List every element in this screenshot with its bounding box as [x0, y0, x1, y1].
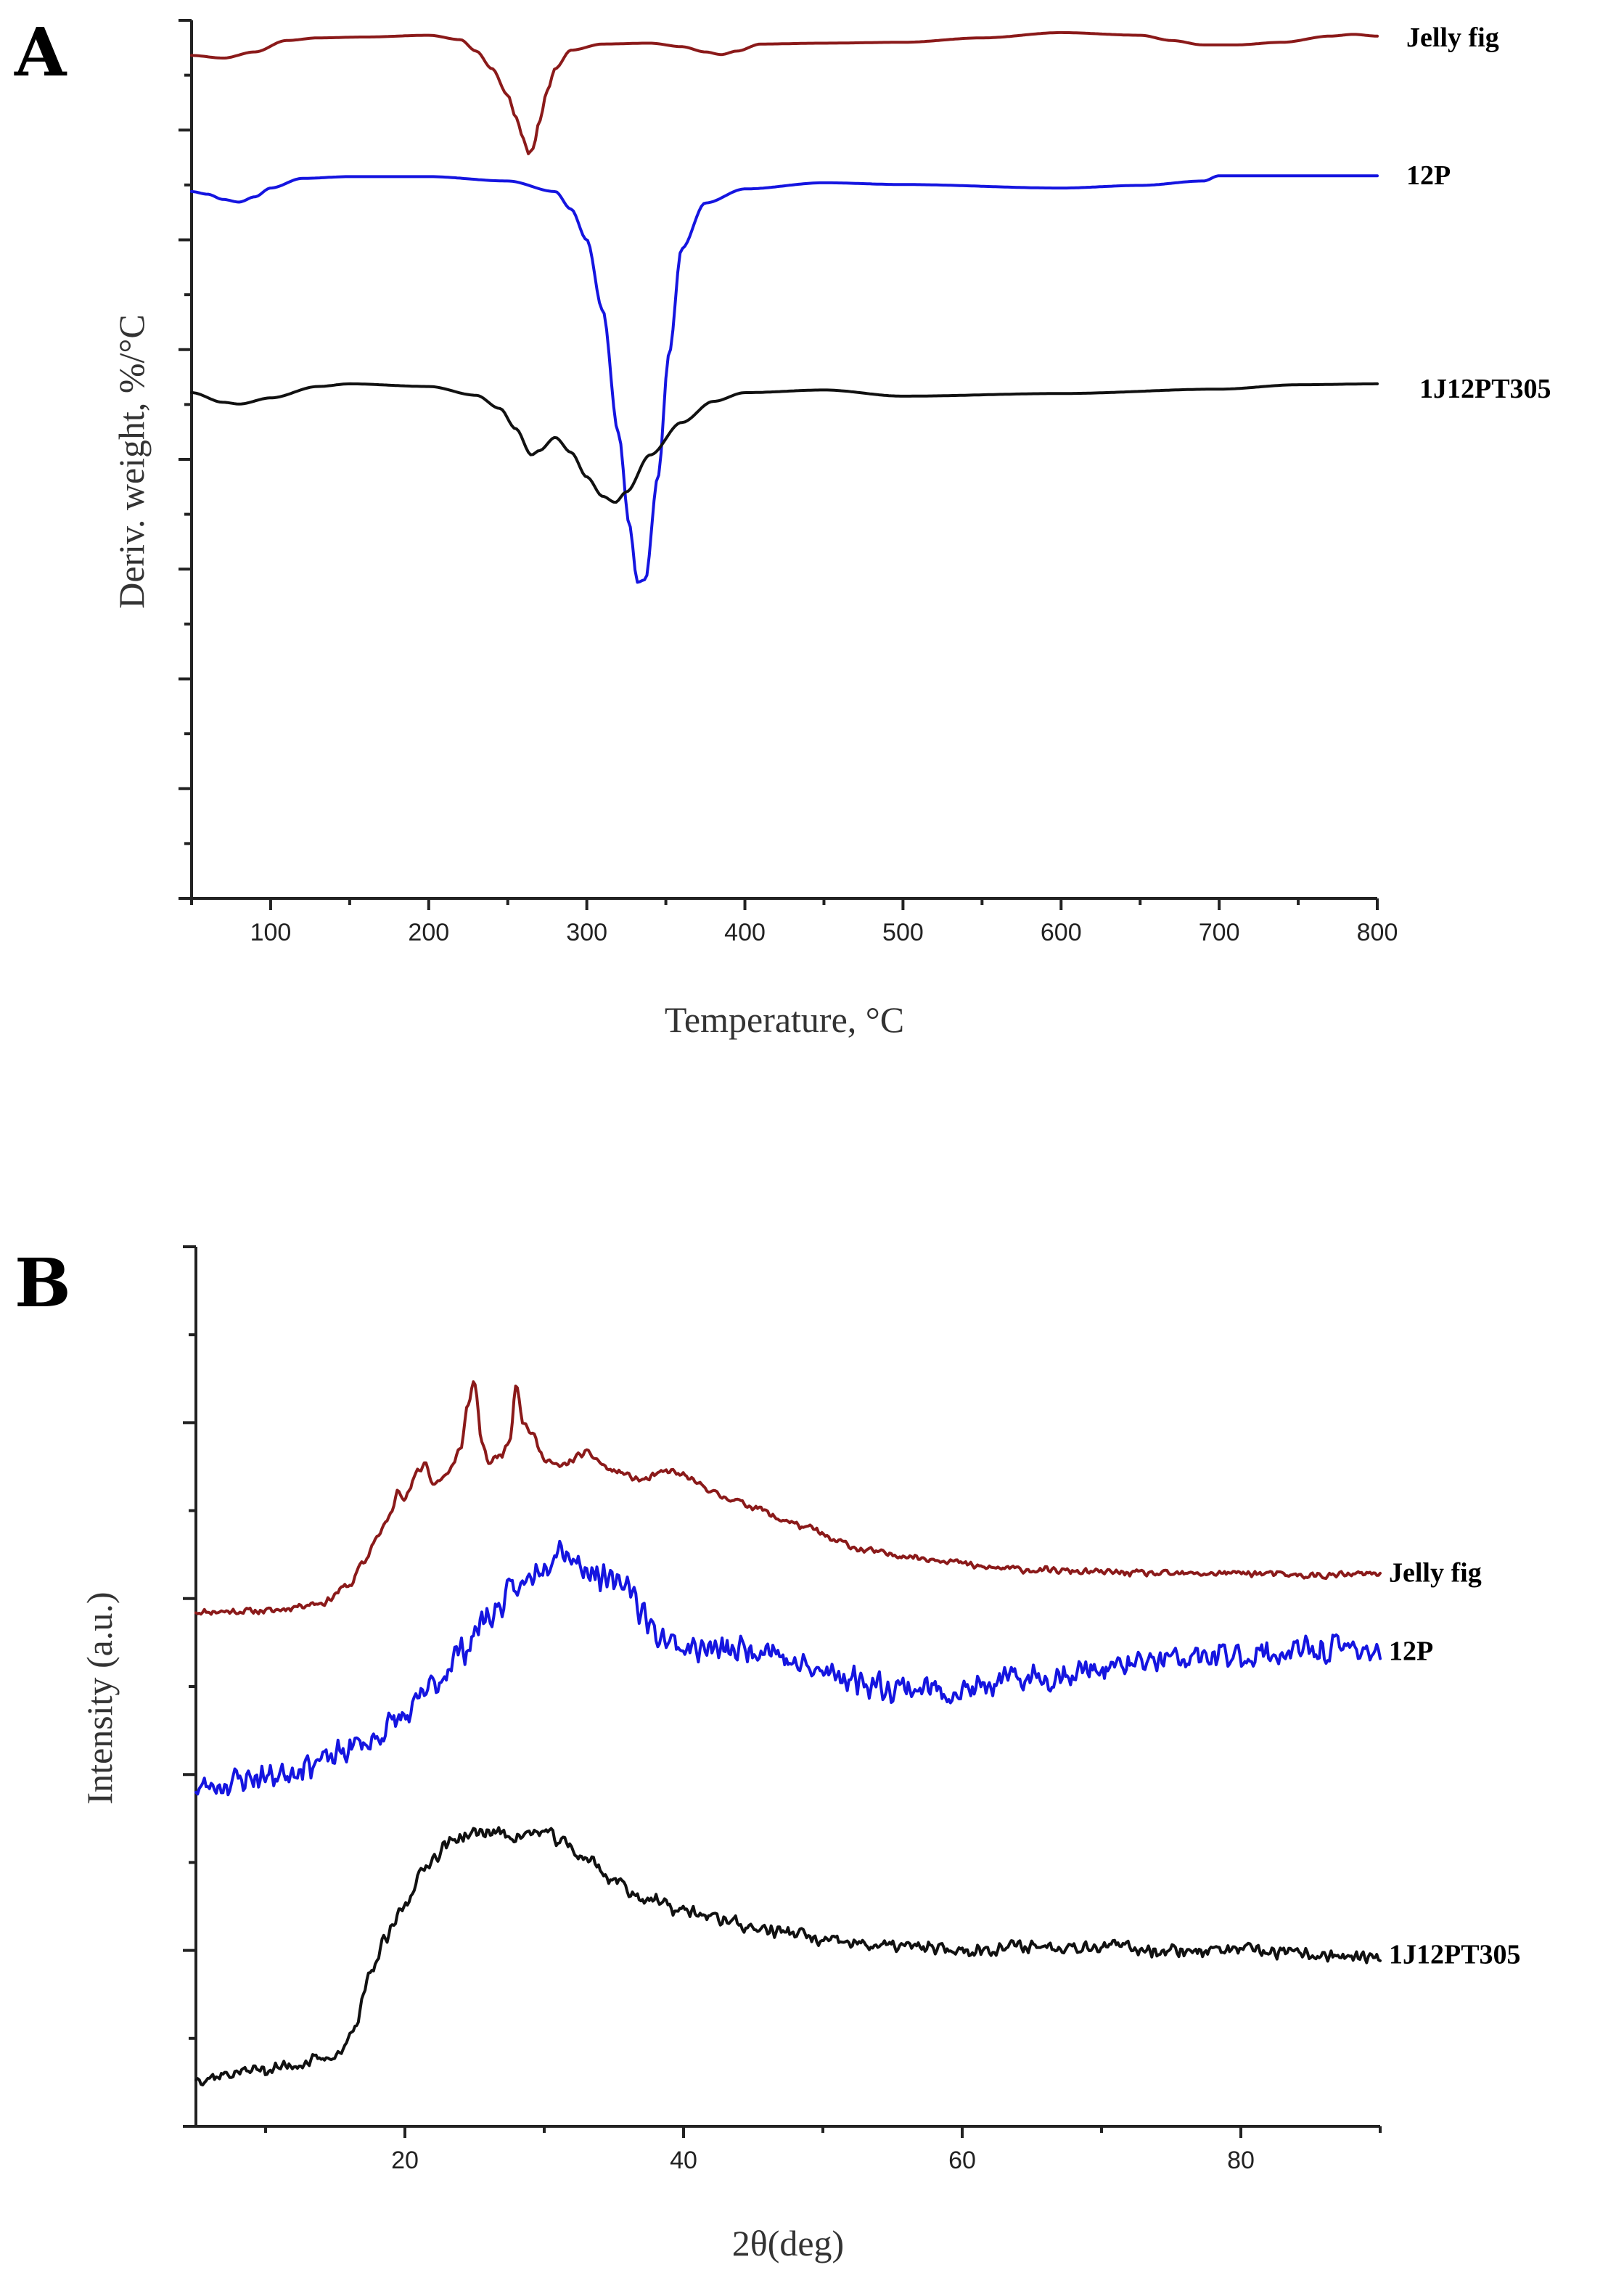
series-line-12p	[190, 174, 1379, 584]
panel-a-series	[190, 30, 1379, 584]
panel-b-x-ticks: 20 40 60 80	[264, 2126, 1382, 2174]
panel-b-y-axis-title: Intensity (a.u.)	[79, 1592, 120, 1805]
series-line-jelly-fig	[190, 30, 1379, 155]
panel-b-series-labels: Jelly fig 12P 1J12PT305	[1389, 1558, 1521, 1970]
series-line-1j12pt305	[194, 1826, 1382, 2086]
series-line-12p	[194, 1539, 1382, 1797]
chart-panel-a: A 100 200 300 400 500 600 700 800 Jelly fig 12P 1…	[14, 13, 1551, 1040]
panel-b-y-ticks	[183, 1245, 196, 2128]
series-line-jelly-fig	[194, 1380, 1382, 1616]
x-tick-label: 40	[670, 2147, 697, 2174]
series-label-1j12pt305: 1J12PT305	[1389, 1940, 1521, 1970]
panel-a-y-ticks	[179, 19, 192, 900]
x-tick-label: 500	[882, 919, 924, 946]
panel-a-letter: A	[14, 13, 67, 91]
panel-a-x-ticks: 100 200 300 400 500 600 700 800	[190, 898, 1398, 946]
panel-b-letter: B	[15, 1244, 71, 1322]
x-tick-label: 700	[1199, 919, 1240, 946]
series-line-1j12pt305	[190, 382, 1379, 504]
series-label-12p: 12P	[1389, 1636, 1433, 1667]
x-tick-label: 100	[250, 919, 292, 946]
x-tick-label: 200	[408, 919, 449, 946]
x-tick-label: 60	[948, 2147, 976, 2174]
series-label-12p: 12P	[1406, 160, 1451, 191]
panel-a-x-axis-title: Temperature, °C	[665, 999, 904, 1040]
panel-b-x-axis-title: 2θ(deg)	[732, 2223, 844, 2263]
series-label-jelly-fig: Jelly fig	[1406, 22, 1499, 53]
series-label-1j12pt305: 1J12PT305	[1419, 374, 1551, 404]
x-tick-label: 600	[1041, 919, 1082, 946]
x-tick-label: 300	[566, 919, 607, 946]
panel-a-y-axis-title: Deriv. weight, %/°C	[111, 314, 152, 609]
x-tick-label: 400	[724, 919, 766, 946]
chart-panel-b: B 20 40 60 80 Jelly fig 12P 1J12PT305 2θ(deg)…	[15, 1244, 1521, 2263]
series-label-jelly-fig: Jelly fig	[1389, 1558, 1482, 1589]
x-tick-label: 80	[1227, 2147, 1255, 2174]
panel-b-series	[194, 1380, 1382, 2086]
x-tick-label: 800	[1357, 919, 1398, 946]
panel-a-series-labels: Jelly fig 12P 1J12PT305	[1406, 22, 1551, 404]
x-tick-label: 20	[391, 2147, 419, 2174]
